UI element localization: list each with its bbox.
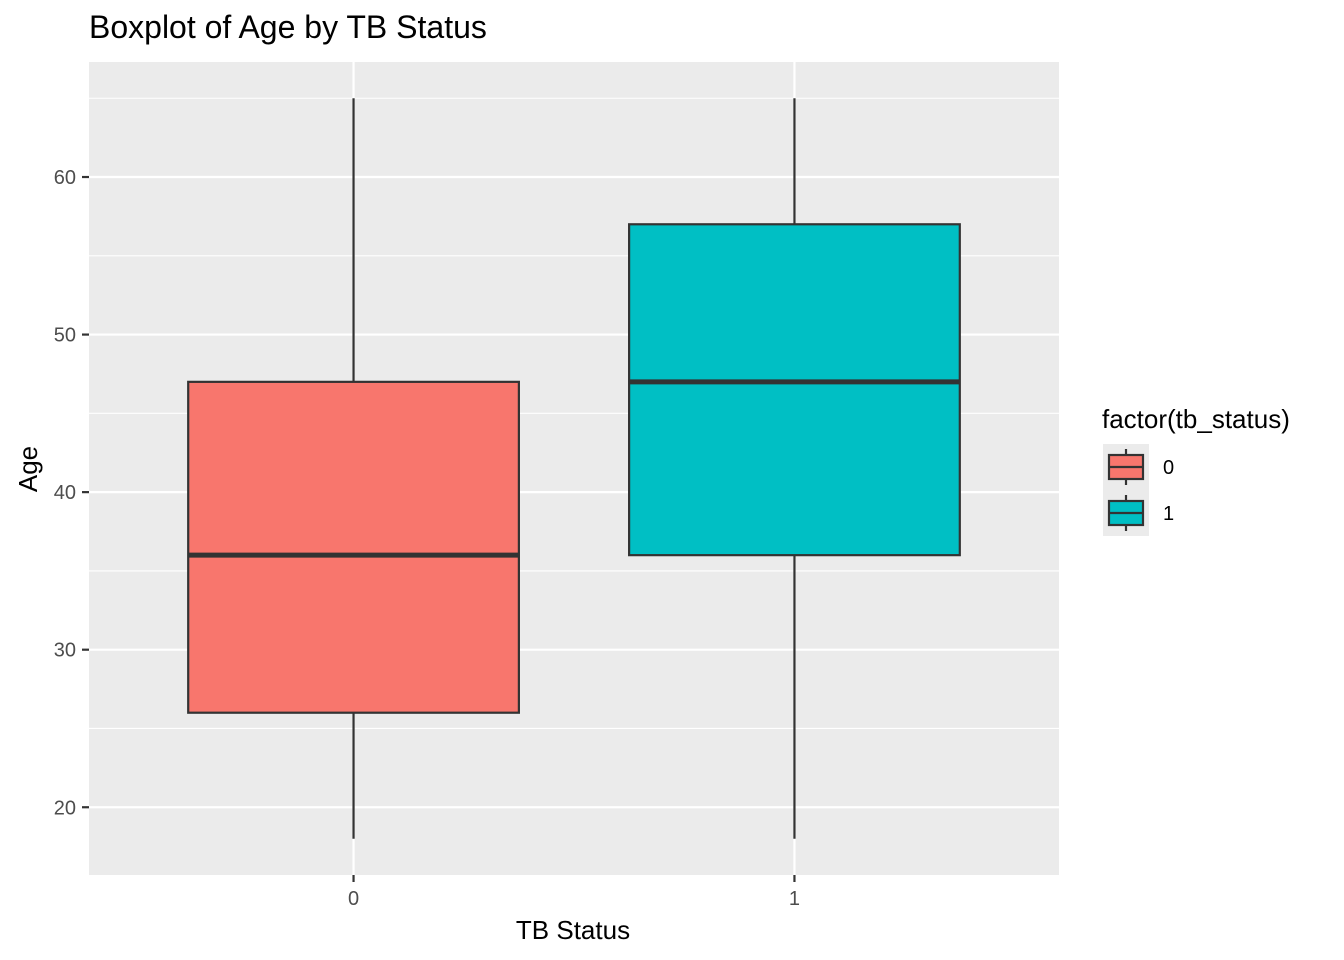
boxes-layer bbox=[187, 98, 961, 839]
legend: factor(tb_status) 0 1 bbox=[1102, 404, 1290, 536]
legend-label: 1 bbox=[1163, 503, 1174, 525]
x-tick-label: 0 bbox=[348, 888, 359, 910]
x-tick-label: 1 bbox=[789, 888, 800, 910]
legend-title: factor(tb_status) bbox=[1102, 404, 1290, 434]
legend-label: 0 bbox=[1163, 457, 1174, 479]
y-tick-label: 20 bbox=[54, 797, 76, 819]
axes-layer: 20 30 40 50 60 0 1 bbox=[54, 167, 800, 910]
y-tick-label: 30 bbox=[54, 640, 76, 662]
box-group-0 bbox=[187, 98, 520, 839]
box-group-1 bbox=[628, 98, 961, 839]
x-axis-title: TB Status bbox=[516, 915, 630, 945]
box bbox=[187, 380, 520, 714]
y-axis-title: Age bbox=[13, 446, 43, 492]
y-tick-label: 60 bbox=[54, 167, 76, 189]
legend-item-0: 0 bbox=[1103, 444, 1174, 490]
box bbox=[628, 223, 961, 557]
legend-item-1: 1 bbox=[1103, 490, 1174, 536]
chart-title: Boxplot of Age by TB Status bbox=[89, 9, 487, 45]
y-tick-label: 40 bbox=[54, 482, 76, 504]
y-tick-label: 50 bbox=[54, 325, 76, 347]
